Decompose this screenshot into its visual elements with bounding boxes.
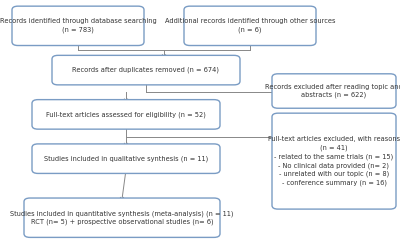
Text: Records after duplicates removed (n = 674): Records after duplicates removed (n = 67… — [72, 67, 220, 73]
FancyBboxPatch shape — [272, 74, 396, 108]
FancyBboxPatch shape — [272, 113, 396, 209]
Text: Full-text articles excluded, with reasons
(n = 41)
- related to the same trials : Full-text articles excluded, with reason… — [268, 136, 400, 186]
Text: Records identified through database searching
(n = 783): Records identified through database sear… — [0, 18, 156, 33]
FancyBboxPatch shape — [24, 198, 220, 237]
Text: Studies included in quantitative synthesis (meta-analysis) (n = 11)
RCT (n= 5) +: Studies included in quantitative synthes… — [10, 210, 234, 225]
FancyBboxPatch shape — [52, 55, 240, 85]
FancyBboxPatch shape — [32, 144, 220, 173]
Text: Additional records identified through other sources
(n = 6): Additional records identified through ot… — [165, 18, 335, 33]
FancyBboxPatch shape — [184, 6, 316, 46]
FancyBboxPatch shape — [12, 6, 144, 46]
Text: Studies included in qualitative synthesis (n = 11): Studies included in qualitative synthesi… — [44, 155, 208, 162]
Text: Full-text articles assessed for eligibility (n = 52): Full-text articles assessed for eligibil… — [46, 111, 206, 118]
Text: Records excluded after reading topic and
abstracts (n = 622): Records excluded after reading topic and… — [265, 84, 400, 98]
FancyBboxPatch shape — [32, 100, 220, 129]
